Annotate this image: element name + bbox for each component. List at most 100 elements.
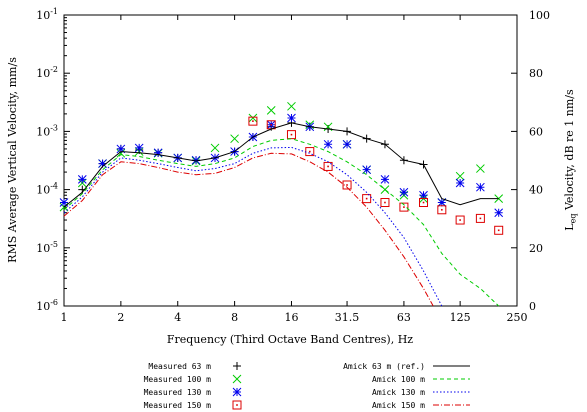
series-line (63, 138, 500, 307)
marker-dot (252, 120, 254, 122)
y-right-tick-label: 100 (529, 9, 550, 22)
legend-label: Measured 130 m (144, 388, 212, 397)
legend-label: Measured 150 m (144, 401, 212, 410)
series-line (63, 122, 499, 208)
legend-marker (232, 374, 242, 384)
series-measured-130-m (59, 113, 504, 218)
marker-dot (497, 229, 500, 232)
y-right-tick-label: 40 (529, 184, 543, 197)
y-axis-left: 10-6 10-5 10-4 10-3 10-2 10-1 (36, 7, 70, 313)
marker-square (455, 215, 465, 225)
series-measured-63-m (60, 118, 428, 207)
x-tick-label: 250 (507, 311, 528, 324)
data-point (248, 113, 258, 123)
marker-square (323, 161, 333, 171)
data-point (476, 164, 485, 173)
marker-dot (346, 184, 348, 186)
data-point (342, 139, 352, 149)
legend-label: Amick 130 m (372, 388, 425, 397)
data-point (77, 174, 87, 184)
series-amick-130-m (63, 146, 443, 307)
data-point (437, 198, 447, 207)
y-left-tick-label: 10-5 (36, 240, 58, 255)
x-tick-label: 16 (284, 311, 298, 324)
data-point (437, 205, 447, 215)
marker-square (494, 225, 504, 235)
x-tick-label: 125 (450, 311, 471, 324)
legend: Measured 63 m Measured 100 m Measured 130 … (144, 362, 470, 410)
x-tick-label: 1 (61, 311, 68, 324)
data-point (98, 159, 107, 168)
legend-label: Measured 63 m (148, 362, 211, 371)
data-point (362, 194, 372, 204)
series-amick-150-m (63, 152, 434, 307)
marker-square (342, 180, 352, 190)
data-point (230, 134, 239, 144)
data-point (476, 182, 485, 192)
data-point (342, 180, 352, 190)
marker-square (399, 202, 409, 212)
marker-square (248, 116, 258, 126)
series-amick-63-m-ref (63, 122, 499, 208)
data-point (210, 143, 220, 153)
legend-label: Measured 100 m (144, 375, 212, 384)
data-point (134, 143, 144, 153)
x-tick-label: 63 (397, 311, 411, 324)
marker-dot (236, 404, 238, 406)
data-point (287, 113, 296, 123)
marker-dot (422, 201, 425, 204)
series-layer (59, 101, 504, 307)
marker-dot (365, 197, 368, 200)
data-point (153, 148, 163, 158)
y-right-tick-label: 20 (529, 242, 543, 255)
marker-dot (479, 217, 482, 220)
series-measured-100-m (59, 101, 504, 212)
y-left-tick-label: 10-3 (36, 123, 58, 138)
data-point (455, 215, 465, 225)
data-point (455, 178, 465, 188)
series-measured-150-m (248, 116, 504, 235)
data-point (266, 105, 276, 115)
y-left-tick-label: 10-2 (36, 65, 58, 80)
y-left-tick-label: 10-4 (36, 182, 58, 197)
data-point (399, 187, 409, 197)
y-right-tick-label: 0 (529, 300, 536, 313)
marker-dot (459, 219, 461, 221)
series-line (63, 152, 434, 307)
x-axis-title: Frequency (Third Octave Band Centres), H… (167, 333, 413, 346)
data-point (455, 171, 465, 181)
marker-dot (308, 150, 311, 153)
data-point (494, 225, 504, 235)
data-point (380, 174, 390, 184)
x-tick-label: 4 (174, 311, 181, 324)
data-point (419, 198, 429, 208)
y-left-tick-label: 10-6 (36, 298, 58, 313)
series-line (63, 146, 443, 307)
y-left-tick-label: 10-1 (36, 7, 58, 22)
data-point (494, 208, 504, 218)
data-point (399, 202, 409, 212)
marker-dot (327, 165, 329, 168)
data-point (380, 198, 390, 208)
legend-label: Amick 63 m (ref.) (343, 362, 425, 371)
marker-square (437, 205, 447, 215)
plot-area (63, 14, 518, 307)
y-axis-right-title: Leq Velocity, dB re 1 nm/s (563, 89, 578, 231)
data-point (191, 155, 201, 165)
marker-square (475, 213, 485, 223)
legend-label: Amick 100 m (372, 375, 425, 384)
data-point (419, 190, 428, 200)
data-point (286, 130, 296, 140)
data-point (116, 144, 126, 154)
marker-square (419, 198, 429, 208)
x-axis: 1 2 4 8 16 31.5 63 125 250 (61, 15, 528, 324)
data-point (323, 161, 333, 171)
marker-dot (384, 201, 386, 204)
marker-square (362, 194, 372, 204)
data-point (59, 198, 69, 207)
data-point (323, 139, 333, 149)
legend-marker (232, 400, 242, 410)
marker-square (380, 198, 390, 208)
x-tick-label: 8 (231, 311, 238, 324)
